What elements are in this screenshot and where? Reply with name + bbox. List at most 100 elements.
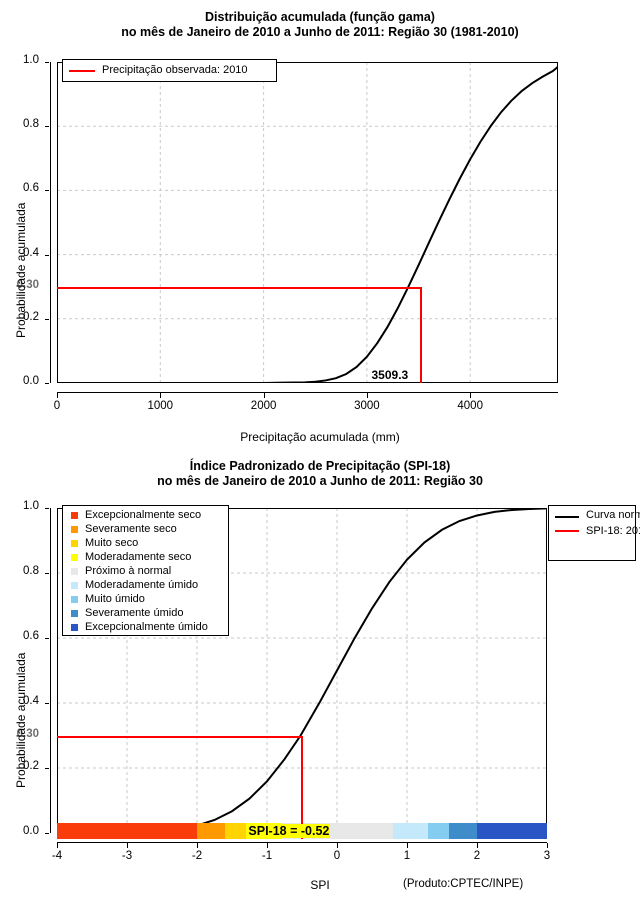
y-axis-tick <box>45 833 49 834</box>
gamma-cdf-curve <box>57 66 558 383</box>
y-axis-tick-label: 0.6 <box>23 182 39 195</box>
x-axis-tick-label: 0 <box>53 400 61 412</box>
legend-item-7: Severamente úmido <box>63 606 228 620</box>
legend-item-1: Severamente seco <box>63 522 228 536</box>
legend-item-4: Próximo à normal <box>63 564 228 578</box>
legend-item-observed: Precipitação observada: 2010 <box>63 60 276 81</box>
y-axis-tick <box>45 318 49 320</box>
y-axis-tick <box>45 768 49 769</box>
y-axis-tick-label: 0.2 <box>23 760 39 772</box>
y-axis-tick-label: 1.0 <box>23 54 39 66</box>
y-axis-tick <box>45 703 49 704</box>
category-swatch-icon <box>71 525 78 533</box>
x-axis-tick <box>547 843 548 848</box>
y-axis-tick-label: 0.2 <box>23 310 39 323</box>
product-credit: (Produto:CPTEC/INPE) <box>403 878 524 890</box>
top-x-axis-title: Precipitação acumulada (mm) <box>240 430 400 444</box>
x-axis-tick-label: -1 <box>261 850 273 862</box>
legend-item-3: Moderadamente seco <box>63 550 228 564</box>
legend-item-label: Severamente úmido <box>85 606 184 619</box>
legend-item-0: Excepcionalmente seco <box>63 508 228 522</box>
bottom-y-axis-title: Probabilidade acumulada <box>14 652 28 788</box>
observed-precip-annotation: 3509.3 <box>371 368 409 382</box>
y-axis-tick <box>45 190 49 192</box>
y-axis-tick <box>45 62 49 63</box>
top-legend: Precipitação observada: 2010 <box>62 59 277 82</box>
y-axis-tick-label: 0.0 <box>23 375 39 387</box>
top-chart-title-line1: Distribuição acumulada (função gama) <box>205 10 435 24</box>
category-swatch-icon <box>71 623 78 631</box>
category-swatch-icon <box>71 581 78 589</box>
x-axis-tick <box>263 393 265 398</box>
category-swatch-icon <box>71 609 78 617</box>
x-axis-tick <box>470 393 472 398</box>
colorbar-segment <box>428 823 449 839</box>
bottom-chart-title-line1: Índice Padronizado de Precipitação (SPI-… <box>189 459 451 473</box>
y-axis-tick <box>45 126 49 128</box>
legend-item-spi-observed: SPI-18: 2010 <box>549 525 640 538</box>
bottom-x-axis-title: SPI <box>310 878 330 892</box>
colorbar-segment <box>197 823 225 839</box>
y-axis-tick <box>45 254 49 256</box>
x-axis-tick <box>57 843 58 848</box>
x-axis-tick <box>337 843 338 848</box>
y-axis-tick <box>45 383 49 384</box>
colorbar-segment <box>225 823 246 839</box>
red-line-icon-2 <box>555 529 579 532</box>
category-swatch-icon <box>71 595 78 603</box>
bottom-spi-value-line <box>300 735 303 839</box>
colorbar-segment <box>449 823 477 839</box>
bottom-spi-probability-line <box>57 735 301 738</box>
legend-item-label: Moderadamente úmido <box>85 578 199 591</box>
y-axis-tick-label: 0.4 <box>23 246 39 259</box>
legend-item-observed-label: Precipitação observada: 2010 <box>102 64 248 76</box>
y-axis-highlight-label: 0.30 <box>16 727 39 740</box>
x-axis-tick <box>267 843 268 848</box>
legend-item-label: Severamente seco <box>85 522 177 535</box>
x-axis-tick-label: 2000 <box>250 400 277 412</box>
x-axis-tick-label: 3000 <box>354 400 380 412</box>
y-axis-tick <box>45 573 49 574</box>
top-plot-canvas <box>57 62 558 383</box>
legend-item-spi-observed-label: SPI-18: 2010 <box>586 524 640 537</box>
x-axis-line <box>57 392 558 393</box>
y-axis-tick-label: 0.4 <box>23 695 39 707</box>
red-line-icon <box>69 69 95 72</box>
spi-panel: Índice Padronizado de Precipitação (SPI-… <box>0 450 640 900</box>
category-swatch-icon <box>71 511 78 519</box>
y-axis-line <box>50 62 51 383</box>
x-axis-tick-label: 1000 <box>147 400 174 412</box>
top-plot-area <box>57 62 558 383</box>
x-axis-tick-label: -3 <box>121 850 133 862</box>
y-axis-tick-label: 0.8 <box>23 118 39 131</box>
x-axis-tick-label: 1 <box>403 850 411 862</box>
x-axis-tick-label: 0 <box>333 850 341 862</box>
x-axis-tick-label: -4 <box>51 850 63 862</box>
y-axis-line <box>50 508 51 833</box>
legend-item-label: Muito seco <box>85 536 139 549</box>
legend-item-8: Excepcionalmente úmido <box>63 620 228 634</box>
top-observed-probability-line <box>57 286 420 289</box>
x-axis-tick <box>366 393 368 398</box>
x-axis-tick <box>407 843 408 848</box>
spi-category-legend: Excepcionalmente seco Severamente seco Mui… <box>62 505 229 636</box>
legend-item-label: Moderadamente seco <box>85 550 192 563</box>
legend-item-label: Muito úmido <box>85 592 145 605</box>
colorbar-segment <box>477 823 547 839</box>
top-gridlines <box>57 62 558 383</box>
category-swatch-icon <box>71 553 78 561</box>
bottom-gridlines <box>57 508 547 833</box>
black-line-icon <box>555 516 579 518</box>
legend-item-label: Excepcionalmente seco <box>85 508 202 521</box>
x-axis-tick-label: 3 <box>543 850 551 862</box>
colorbar-segment <box>393 823 428 839</box>
category-swatch-icon <box>71 567 78 575</box>
legend-item-label: Próximo à normal <box>85 564 172 577</box>
x-axis-tick-label: 4000 <box>457 400 483 412</box>
x-axis-tick <box>477 843 478 848</box>
category-swatch-icon <box>71 539 78 547</box>
y-axis-tick-label: 0.8 <box>23 565 39 577</box>
top-chart-title: Distribuição acumulada (função gama) no … <box>0 10 640 40</box>
y-axis-tick-label: 0.6 <box>23 630 39 642</box>
y-axis-tick-label: 0.0 <box>23 825 39 837</box>
